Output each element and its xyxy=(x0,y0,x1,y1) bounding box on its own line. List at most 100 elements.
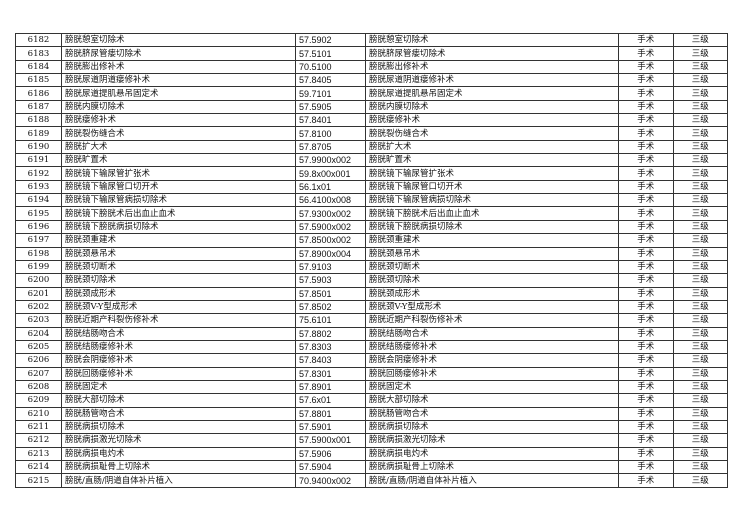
procedure-code: 57.8100 xyxy=(295,126,366,141)
procedure-code: 57.6x01 xyxy=(295,393,366,408)
level: 三级 xyxy=(672,59,728,75)
category: 手术 xyxy=(618,126,674,141)
procedure-code: 70.5100 xyxy=(295,59,366,75)
procedure-name-alt: 膀胱颈切断术 xyxy=(365,259,619,275)
row-number: 6186 xyxy=(15,86,62,101)
level: 三级 xyxy=(672,286,728,301)
level: 三级 xyxy=(672,179,728,195)
row-number: 6198 xyxy=(15,246,62,261)
procedure-code: 57.8500x002 xyxy=(295,233,366,248)
procedure-code: 57.5901 xyxy=(295,419,366,435)
category: 手术 xyxy=(618,179,674,195)
category: 手术 xyxy=(618,246,674,261)
category: 手术 xyxy=(618,353,674,368)
procedure-name-alt: 膀胱内膜切除术 xyxy=(365,99,619,115)
table-row: 6206 膀胱会阴瘘修补术 57.8403 膀胱会阴瘘修补术 手术 三级 xyxy=(15,353,728,368)
procedure-code: 57.8303 xyxy=(295,339,366,355)
table-row: 6213 膀胱病损电灼术 57.5906 膀胱病损电灼术 手术 三级 xyxy=(15,446,728,462)
table-row: 6191 膀胱旷置术 57.9900x002 膀胱旷置术 手术 三级 xyxy=(15,153,728,168)
row-number: 6184 xyxy=(15,59,62,75)
table-row: 6205 膀胱结肠瘘修补术 57.8303 膀胱结肠瘘修补术 手术 三级 xyxy=(15,339,728,355)
row-number: 6215 xyxy=(15,473,62,488)
row-number: 6202 xyxy=(15,299,62,315)
procedure-code: 57.8301 xyxy=(295,366,366,381)
level: 三级 xyxy=(672,433,728,448)
level: 三级 xyxy=(672,313,728,328)
procedure-name: 膀胱镜下输尿管病损切除术 xyxy=(61,193,296,208)
procedure-name-alt: 膀胱病损激光切除术 xyxy=(365,433,619,448)
row-number: 6194 xyxy=(15,193,62,208)
level: 三级 xyxy=(672,139,728,155)
category: 手术 xyxy=(618,433,674,448)
procedure-name-alt: 膀胱结肠吻合术 xyxy=(365,326,619,341)
procedure-name-alt: 膀胱肠管吻合术 xyxy=(365,406,619,421)
level: 三级 xyxy=(672,206,728,221)
table-row: 6193 膀胱镜下输尿管口切开术 56.1x01 膀胱镜下输尿管口切开术 手术 三级 xyxy=(15,179,728,195)
procedure-code: 57.5906 xyxy=(295,446,366,462)
table-row: 6204 膀胱结肠吻合术 57.8802 膀胱结肠吻合术 手术 三级 xyxy=(15,326,728,341)
procedure-name: 膀胱/直肠/阴道自体补片植入 xyxy=(61,473,296,488)
table-row: 6200 膀胱颈切除术 57.5903 膀胱颈切除术 手术 三级 xyxy=(15,273,728,288)
level: 三级 xyxy=(672,393,728,408)
category: 手术 xyxy=(618,326,674,341)
table-row: 6195 膀胱镜下膀胱术后出血止血术 57.9300x002 膀胱镜下膀胱术后出血止血… xyxy=(15,206,728,221)
category: 手术 xyxy=(618,166,674,181)
category: 手术 xyxy=(618,299,674,315)
procedure-code: 57.8401 xyxy=(295,113,366,128)
row-number: 6190 xyxy=(15,139,62,155)
level: 三级 xyxy=(672,379,728,395)
level: 三级 xyxy=(672,233,728,248)
procedure-code: 56.1x01 xyxy=(295,179,366,195)
row-number: 6187 xyxy=(15,99,62,115)
procedure-code: 57.5905 xyxy=(295,99,366,115)
level: 三级 xyxy=(672,193,728,208)
table-row: 6192 膀胱镜下输尿管扩张术 59.8x00x001 膀胱镜下输尿管扩张术 手术 三级 xyxy=(15,166,728,181)
row-number: 6210 xyxy=(15,406,62,421)
procedure-name-alt: 膀胱瘘修补术 xyxy=(365,113,619,128)
procedure-name-alt: 膀胱颈悬吊术 xyxy=(365,246,619,261)
procedure-code: 57.5903 xyxy=(295,273,366,288)
procedure-code: 57.5902 xyxy=(295,32,366,48)
procedure-code: 57.8403 xyxy=(295,353,366,368)
procedure-code: 75.6101 xyxy=(295,313,366,328)
procedure-name: 膀胱镜下输尿管扩张术 xyxy=(61,166,296,181)
row-number: 6193 xyxy=(15,179,62,195)
procedure-code: 70.9400x002 xyxy=(295,473,366,488)
procedure-name-alt: 膀胱会阴瘘修补术 xyxy=(365,353,619,368)
row-number: 6214 xyxy=(15,459,62,475)
level: 三级 xyxy=(672,73,728,88)
procedure-code: 57.9900x002 xyxy=(295,153,366,168)
procedure-code: 57.8901 xyxy=(295,379,366,395)
row-number: 6213 xyxy=(15,446,62,462)
category: 手术 xyxy=(618,446,674,462)
procedure-name-alt: 膀胱/直肠/阴道自体补片植入 xyxy=(365,473,619,488)
row-number: 6191 xyxy=(15,153,62,168)
procedure-code: 57.8705 xyxy=(295,139,366,155)
table-row: 6188 膀胱瘘修补术 57.8401 膀胱瘘修补术 手术 三级 xyxy=(15,113,728,128)
procedure-code: 57.5904 xyxy=(295,459,366,475)
procedure-name: 膀胱旷置术 xyxy=(61,153,296,168)
category: 手术 xyxy=(618,259,674,275)
level: 三级 xyxy=(672,406,728,421)
row-number: 6201 xyxy=(15,286,62,301)
category: 手术 xyxy=(618,419,674,435)
table-row: 6214 膀胱病损耻骨上切除术 57.5904 膀胱病损耻骨上切除术 手术 三级 xyxy=(15,459,728,475)
procedure-code: 57.5900x001 xyxy=(295,433,366,448)
procedure-name-alt: 膀胱尿道阴道瘘修补术 xyxy=(365,73,619,88)
row-number: 6212 xyxy=(15,433,62,448)
row-number: 6200 xyxy=(15,273,62,288)
procedure-name-alt: 膀胱扩大术 xyxy=(365,139,619,155)
procedure-name: 膀胱颈悬吊术 xyxy=(61,246,296,261)
category: 手术 xyxy=(618,32,674,48)
procedure-code: 57.8900x004 xyxy=(295,246,366,261)
category: 手术 xyxy=(618,393,674,408)
table-row: 6202 膀胱颈V-Y型成形术 57.8502 膀胱颈V-Y型成形术 手术 三级 xyxy=(15,299,728,315)
procedure-name: 膀胱脐尿管瘘切除术 xyxy=(61,46,296,61)
row-number: 6206 xyxy=(15,353,62,368)
procedure-name-alt: 膀胱病损切除术 xyxy=(365,419,619,435)
table-row: 6210 膀胱肠管吻合术 57.8801 膀胱肠管吻合术 手术 三级 xyxy=(15,406,728,421)
category: 手术 xyxy=(618,219,674,235)
category: 手术 xyxy=(618,46,674,61)
procedure-code: 57.5900x002 xyxy=(295,219,366,235)
procedure-code: 57.9300x002 xyxy=(295,206,366,221)
